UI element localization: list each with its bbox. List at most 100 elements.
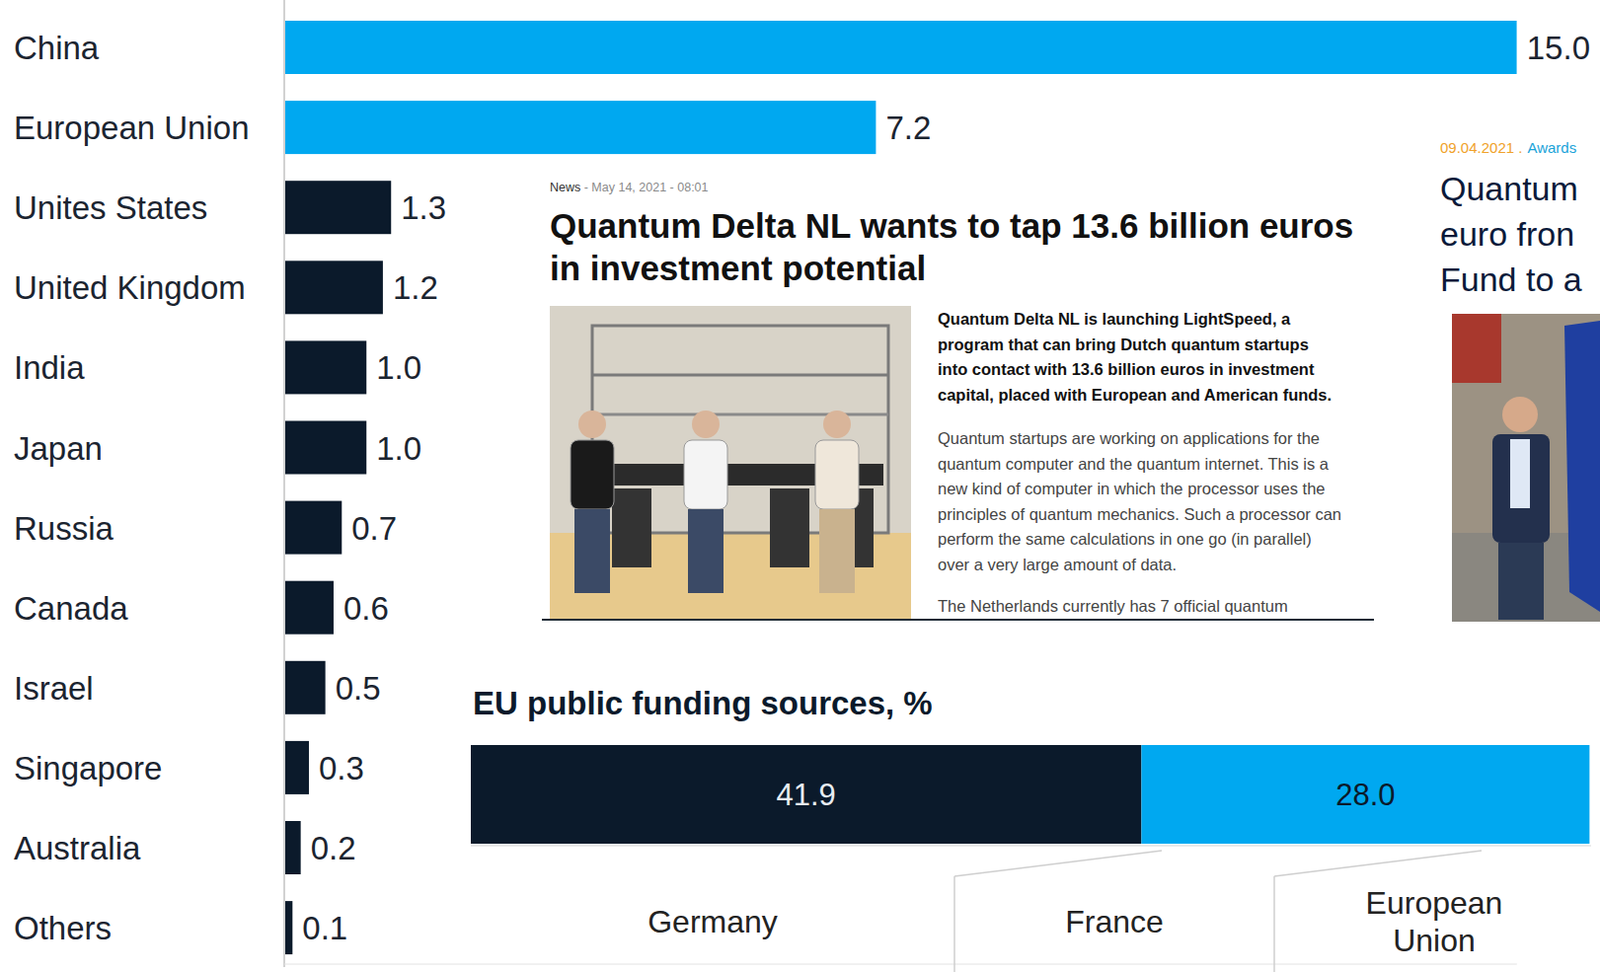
photo-cryostat: [769, 488, 810, 568]
category-label: European Union: [13, 109, 250, 147]
bar: [284, 260, 383, 314]
article-meta: News - May 14, 2021 - 08:01: [549, 180, 709, 195]
value-label: 28.0: [1335, 777, 1395, 813]
photo-person-legs: [687, 509, 724, 594]
photo-person-body: [570, 440, 614, 510]
photo-flag: [1564, 320, 1600, 612]
photo-person-legs: [574, 509, 610, 594]
article-photo: [549, 305, 912, 620]
value-axis-line: [284, 964, 1518, 966]
value-label: 1.2: [392, 269, 439, 306]
value-label: 1.0: [376, 349, 422, 386]
bar: [284, 340, 367, 394]
bar: [284, 100, 876, 154]
bar: [284, 741, 309, 795]
bar: [284, 661, 326, 715]
category-label: India: [13, 349, 85, 386]
stacked-bar: [470, 745, 1590, 844]
photo-person-body: [684, 440, 728, 510]
side-title: Quantum: [1440, 169, 1579, 208]
photo-door: [1451, 313, 1502, 383]
legend-label-line: Union: [1392, 922, 1476, 959]
bar-segment: [470, 745, 1142, 844]
article-card: [541, 178, 1374, 620]
photo-cryostat: [611, 488, 652, 568]
article-lead: Quantum Delta NL is launching LightSpeed…: [937, 309, 1292, 328]
side-meta: 09.04.2021 .Awards: [1440, 139, 1577, 156]
legend-divider: [953, 876, 956, 972]
photo-person-head: [578, 410, 607, 439]
bar: [284, 20, 1518, 75]
photo-person-head: [1502, 396, 1538, 433]
value-label: 0.5: [335, 670, 381, 707]
side-tag: Awards: [1526, 139, 1577, 156]
side-photo: [1451, 313, 1600, 622]
value-label: 0.3: [318, 750, 365, 787]
photo-person-shirt: [1510, 439, 1530, 509]
article-lead: program that can bring Dutch quantum sta…: [937, 335, 1309, 354]
bar: [284, 581, 334, 635]
category-label: Australia: [13, 830, 142, 867]
side-date: 09.04.2021 .: [1440, 139, 1523, 156]
photo-wall: [1451, 313, 1600, 622]
article-date: - May 14, 2021 - 08:01: [580, 180, 708, 195]
photo-wall: [549, 305, 912, 620]
article-body: new kind of computer in which the proces…: [937, 479, 1326, 498]
category-label: China: [13, 29, 100, 67]
value-axis-line: [470, 845, 1592, 847]
legend-divider: [954, 850, 1162, 877]
article-category: News: [549, 180, 581, 195]
category-label: Others: [13, 910, 112, 947]
article-title: in investment potential: [549, 248, 926, 288]
bar: [284, 180, 391, 234]
legend-label-line: Germany: [647, 904, 778, 940]
value-label: 1.3: [400, 189, 447, 227]
category-label: Israel: [13, 670, 94, 707]
value-label: 0.1: [302, 910, 348, 947]
legend-divider: [1273, 876, 1276, 972]
photo-person-body: [815, 440, 859, 510]
value-label: 0.2: [310, 830, 357, 867]
value-label: 15.0: [1526, 29, 1591, 67]
article-body: perform the same calculations in one go …: [937, 530, 1312, 548]
category-label: Singapore: [13, 750, 162, 787]
article-body: principles of quantum mechanics. Such a …: [937, 505, 1342, 524]
photo-person-legs: [819, 509, 855, 594]
chart-title: EU public funding sources, %: [472, 685, 933, 722]
value-label: 1.0: [376, 430, 422, 467]
bar: [284, 501, 342, 555]
article-body: The Netherlands currently has 7 official…: [937, 597, 1289, 615]
photo-shelf: [592, 374, 889, 378]
bar-segment: [1141, 745, 1590, 844]
photo-person-head: [691, 410, 720, 439]
category-label: Russia: [13, 510, 115, 547]
side-title: Fund to a: [1440, 260, 1583, 299]
bar: [284, 821, 302, 875]
article-border: [541, 618, 1374, 621]
category-label: Unites States: [13, 189, 208, 227]
photo-person-body: [1492, 434, 1550, 543]
legend-label: EuropeanUnion: [1366, 885, 1504, 959]
side-title: euro fron: [1440, 215, 1575, 253]
legend-divider: [1274, 850, 1482, 877]
photo-person-legs: [1498, 542, 1544, 620]
article-title: Quantum Delta NL wants to tap 13.6 billi…: [549, 206, 1354, 245]
legend-label: Germany: [647, 904, 778, 940]
article-lead: into contact with 13.6 billion euros in …: [937, 360, 1315, 379]
value-label: 7.2: [885, 109, 931, 147]
value-label: 41.9: [776, 777, 837, 813]
category-label: United Kingdom: [13, 269, 246, 306]
category-label: Canada: [13, 590, 129, 627]
category-label: Japan: [13, 430, 103, 467]
value-label: 0.7: [351, 510, 397, 547]
value-label: 0.6: [343, 590, 389, 627]
bar: [284, 901, 293, 955]
legend-label-line: European: [1366, 885, 1504, 921]
article-body: Quantum startups are working on applicat…: [937, 429, 1320, 448]
legend-label-line: France: [1065, 904, 1164, 940]
article-body: over a very large amount of data.: [937, 555, 1177, 574]
page: 15.0 7.2 1.3 1.2 1.0 1.0 0.7 0.6 0.5 0.3 0.2 0.1 Chi…: [0, 0, 1600, 972]
axis-line: [283, 0, 286, 968]
legend-label: France: [1065, 904, 1164, 940]
article-body: quantum computer and the quantum interne…: [937, 455, 1330, 473]
